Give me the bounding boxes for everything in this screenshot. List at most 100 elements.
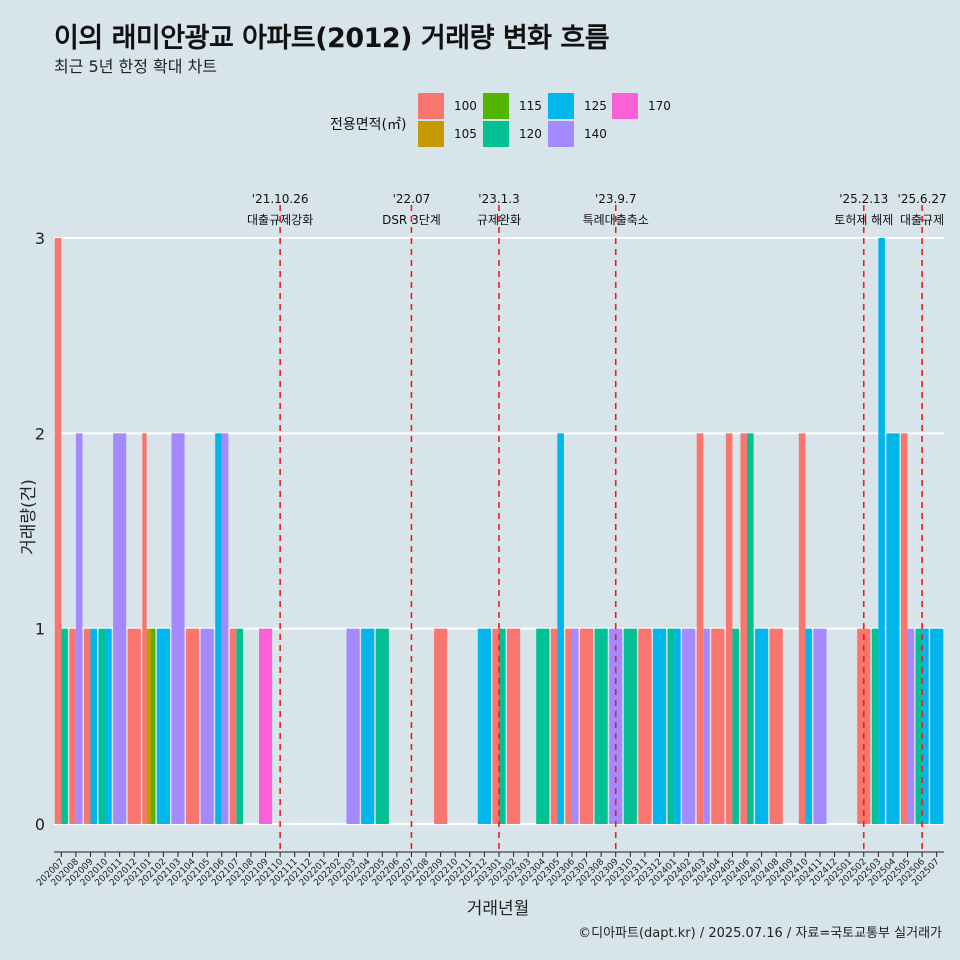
y-tick-label-0: 0 xyxy=(35,815,45,834)
bar-202010-120 xyxy=(98,628,106,824)
event-date-2: '23.1.3 xyxy=(478,192,519,206)
legend-swatch-115 xyxy=(483,93,509,119)
bar-202410-100 xyxy=(798,433,806,824)
bar-202305-100 xyxy=(550,628,558,824)
bar-202503-125 xyxy=(878,238,885,824)
bar-202505-100 xyxy=(900,433,908,824)
legend-swatch-105 xyxy=(418,121,444,147)
bar-202103-140 xyxy=(171,433,185,824)
legend-label-115: 115 xyxy=(519,99,542,113)
event-label-5: 대출규제 xyxy=(900,213,944,227)
event-date-3: '23.9.7 xyxy=(595,192,636,206)
bar-202505-140 xyxy=(907,628,915,824)
bar-202410-125 xyxy=(805,628,812,824)
bar-202009-125 xyxy=(90,628,98,824)
bar-202306-140 xyxy=(571,628,579,824)
bar-202507-125 xyxy=(930,628,944,824)
bar-202308-120 xyxy=(594,628,608,824)
bar-202101-115 xyxy=(151,628,156,824)
legend-label-140: 140 xyxy=(584,127,607,141)
bar-202403-140 xyxy=(703,628,710,824)
event-label-2: 규제완화 xyxy=(477,213,521,227)
bar-202304-120 xyxy=(536,628,550,824)
bar-202008-100 xyxy=(69,628,76,824)
y-tick-label-2: 2 xyxy=(35,424,45,443)
event-date-5: '25.6.27 xyxy=(898,192,947,206)
y-tick-label-1: 1 xyxy=(35,620,45,639)
bar-202301-100 xyxy=(492,628,499,824)
bar-202301-120 xyxy=(499,628,506,824)
bar-202010-125 xyxy=(105,628,112,824)
bar-202503-120 xyxy=(871,628,879,824)
bar-202212-125 xyxy=(477,628,491,824)
bar-202104-100 xyxy=(186,628,200,824)
chart-title: 이의 래미안광교 아파트(2012) 거래량 변화 흐름 xyxy=(54,23,610,54)
bar-202307-100 xyxy=(579,628,594,824)
bar-202209-100 xyxy=(434,628,448,824)
legend-title: 전용면적(㎡) xyxy=(330,117,407,133)
bar-202403-100 xyxy=(696,433,704,824)
bar-202101-100 xyxy=(142,433,147,824)
legend-label-100: 100 xyxy=(454,99,477,113)
event-label-1: DSR 3단계 xyxy=(382,213,441,227)
legend-label-170: 170 xyxy=(648,99,671,113)
bar-202405-120 xyxy=(732,628,740,824)
bar-202109-170 xyxy=(258,628,273,824)
bar-202506-125 xyxy=(922,628,929,824)
event-date-4: '25.2.13 xyxy=(839,192,888,206)
x-axis-title: 거래년월 xyxy=(467,899,530,919)
bar-202406-100 xyxy=(740,433,748,824)
source-caption: ©디아파트(dapt.kr) / 2025.07.16 / 자료=국토교통부 실… xyxy=(578,926,942,941)
bar-202008-140 xyxy=(75,433,83,824)
bar-202107-120 xyxy=(236,628,243,824)
bar-202402-140 xyxy=(682,628,696,824)
y-axis-title: 거래량(건) xyxy=(19,479,39,555)
y-tick-label-3: 3 xyxy=(35,229,45,248)
bar-202011-140 xyxy=(113,433,127,824)
legend-label-120: 120 xyxy=(519,127,542,141)
bar-202404-100 xyxy=(711,628,725,824)
bar-202009-100 xyxy=(83,628,91,824)
bar-202101-105 xyxy=(146,628,152,824)
bar-202007-120 xyxy=(61,628,68,824)
bar-202405-100 xyxy=(725,433,733,824)
bar-202506-120 xyxy=(915,628,923,824)
bar-202107-100 xyxy=(229,628,237,824)
bar-202203-140 xyxy=(346,628,360,824)
bar-202305-125 xyxy=(557,433,564,824)
bar-202310-120 xyxy=(623,628,637,824)
legend: 전용면적(㎡) 100 105 115 120 125 140 170 xyxy=(0,0,960,160)
bar-202408-100 xyxy=(769,628,783,824)
legend-swatch-120 xyxy=(483,121,509,147)
event-date-0: '21.10.26 xyxy=(252,192,309,206)
bar-202302-100 xyxy=(507,628,521,824)
bar-202007-100 xyxy=(54,238,62,824)
bar-202311-100 xyxy=(638,628,652,824)
bar-202106-140 xyxy=(221,433,229,824)
bar-202312-125 xyxy=(652,628,667,824)
event-date-1: '22.07 xyxy=(393,192,431,206)
chart-subtitle: 최근 5년 한정 확대 차트 xyxy=(54,57,218,76)
event-label-0: 대출규제강화 xyxy=(247,213,313,227)
legend-swatch-125 xyxy=(548,93,574,119)
legend-swatch-100 xyxy=(418,93,444,119)
bar-202406-120 xyxy=(747,433,754,824)
bar-202504-125 xyxy=(886,433,900,824)
legend-label-125: 125 xyxy=(584,99,607,113)
bar-202401-125 xyxy=(674,628,681,824)
bar-202401-120 xyxy=(667,628,675,824)
event-label-3: 특례대출축소 xyxy=(583,213,649,227)
event-label-4: 토허제 해제 xyxy=(834,213,893,227)
bar-202411-140 xyxy=(813,628,827,824)
bar-202306-100 xyxy=(565,628,572,824)
bar-202205-120 xyxy=(375,628,389,824)
bar-202204-125 xyxy=(361,628,375,824)
bar-202105-140 xyxy=(200,628,214,824)
bar-202407-125 xyxy=(755,628,769,824)
bar-202102-125 xyxy=(156,628,170,824)
bar-202012-100 xyxy=(127,628,141,824)
legend-label-105: 105 xyxy=(454,127,477,141)
bar-202106-125 xyxy=(215,433,222,824)
legend-swatch-140 xyxy=(548,121,574,147)
